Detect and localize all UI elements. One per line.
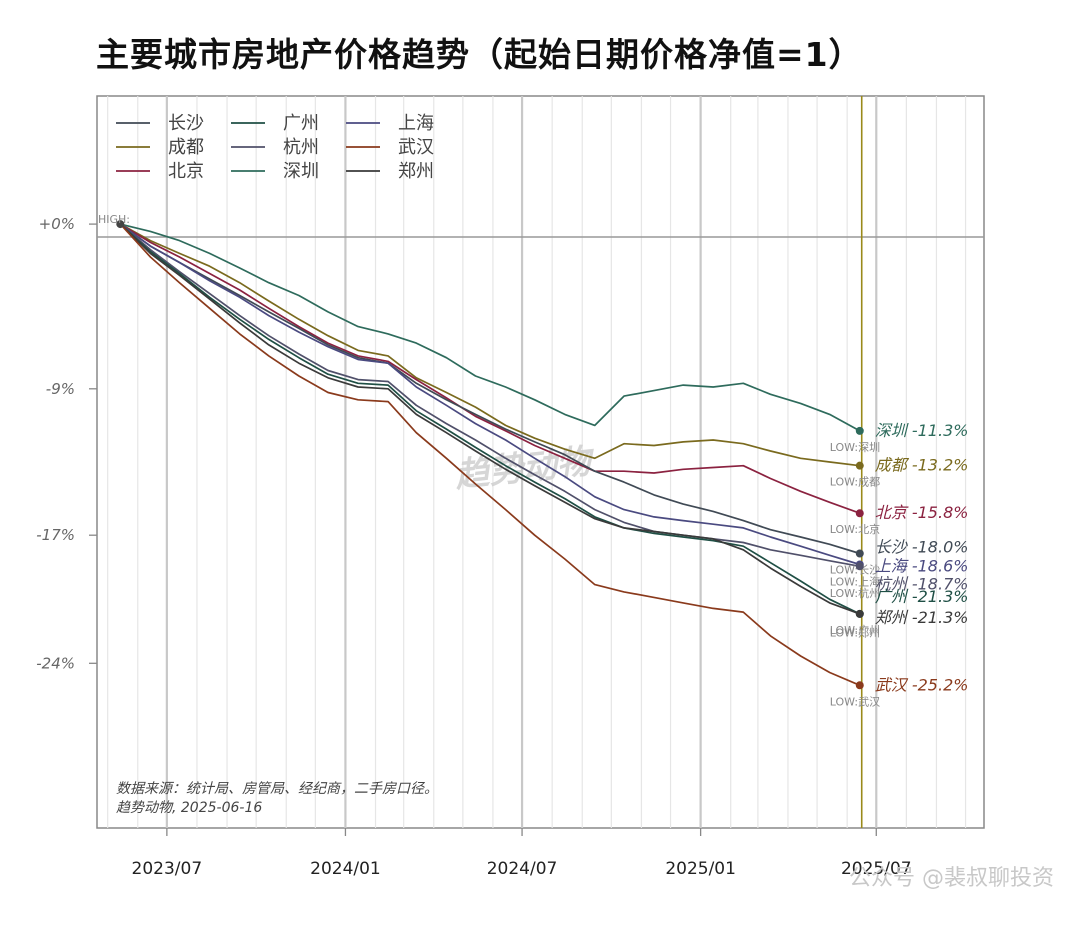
legend-label: 北京 <box>168 161 204 182</box>
chart-title: 主要城市房地产价格趋势（起始日期价格净值=1） <box>96 35 863 74</box>
low-label: LOW:深圳 <box>830 441 880 454</box>
low-label: LOW:郑州 <box>830 625 880 639</box>
series-line-广州 <box>119 223 861 615</box>
legend-label: 上海 <box>398 113 434 134</box>
source-line-1: 数据来源：统计局、房管局、经纪商，二手房口径。 <box>116 781 438 797</box>
footer-watermark: 公众号 @裴叔聊投资 <box>849 866 1054 891</box>
legend-label: 武汉 <box>398 137 434 158</box>
low-label: LOW:广州 <box>830 624 880 637</box>
series-line-深圳 <box>120 223 861 432</box>
series-end-label: 上海 -18.6% <box>875 556 969 575</box>
low-label: LOW:北京 <box>830 522 880 536</box>
series-line-郑州 <box>119 223 861 615</box>
x-tick-label: 2024/01 <box>310 859 381 879</box>
series-line-长沙 <box>119 223 861 555</box>
low-label: LOW:杭州 <box>830 586 880 600</box>
x-tick-label: 2023/07 <box>132 859 203 879</box>
series-end-label: 成都 -13.2% <box>875 456 969 475</box>
series-end-label: 北京 -15.8% <box>875 503 969 522</box>
series-line-武汉 <box>119 223 861 687</box>
series-endpoint <box>855 426 864 435</box>
legend-label: 广州 <box>283 113 319 134</box>
series-line-上海 <box>119 223 861 566</box>
series-endpoint <box>855 562 864 571</box>
series-endpoint <box>855 461 864 470</box>
series-endpoint <box>855 509 864 518</box>
series-end-label: 武汉 -25.2% <box>875 675 969 694</box>
legend-label: 长沙 <box>168 113 204 134</box>
series-end-label: 广州 -21.3% <box>875 587 969 606</box>
x-tick-label: 2024/07 <box>487 859 558 879</box>
y-tick-label: -24% <box>36 654 75 672</box>
series-endpoint <box>855 609 864 618</box>
y-axis-ticks: +0% -9% -17% -24% <box>36 215 97 672</box>
y-tick-label: -17% <box>36 526 75 544</box>
low-label: LOW:长沙 <box>830 564 880 577</box>
legend-label: 杭州 <box>283 137 319 158</box>
x-axis-ticks: 2023/07 2024/01 2024/07 2025/01 2025/07 <box>132 859 912 879</box>
low-label: LOW:武汉 <box>830 695 880 708</box>
high-label: HIGH: <box>98 213 130 226</box>
series-lines <box>119 223 861 687</box>
low-label: LOW:成都 <box>830 476 880 489</box>
start-point <box>116 220 125 229</box>
series-endpoint <box>855 681 864 690</box>
series-endpoint <box>855 549 864 558</box>
series-line-杭州 <box>119 223 860 568</box>
series-end-label: 杭州 -18.7% <box>875 574 969 593</box>
x-tick-label: 2025/07 <box>841 859 912 879</box>
series-line-北京 <box>119 223 861 514</box>
legend-label: 成都 <box>168 137 204 158</box>
x-tick-label: 2025/01 <box>665 859 736 879</box>
series-end-label: 郑州 -21.3% <box>875 608 969 627</box>
series-end-label: 深圳 -11.3% <box>875 421 969 440</box>
low-label: LOW:上海 <box>830 575 880 589</box>
series-line-成都 <box>119 223 860 467</box>
series-end-label: 长沙 -18.0% <box>875 538 969 557</box>
legend-label: 郑州 <box>398 161 434 182</box>
y-tick-label: +0% <box>39 215 75 233</box>
source-line-2: 趋势动物, 2025-06-16 <box>116 800 262 816</box>
legend-label: 深圳 <box>283 161 319 182</box>
y-tick-label: -9% <box>46 380 75 398</box>
